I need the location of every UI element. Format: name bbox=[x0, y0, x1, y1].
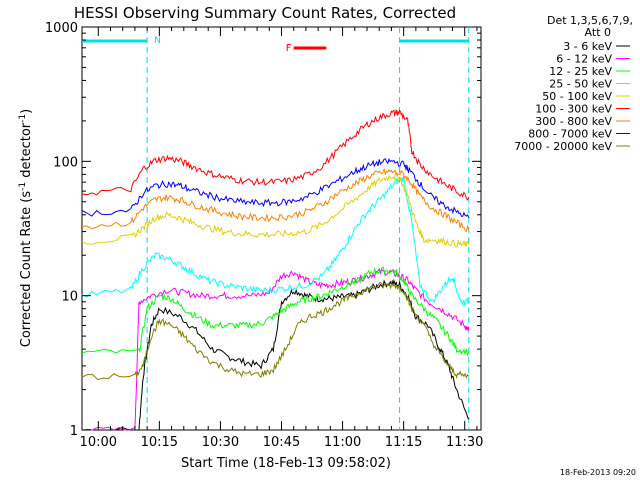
x-tick-label: 10:45 bbox=[263, 435, 300, 450]
legend-entry-label: 7000 - 20000 keV bbox=[514, 140, 612, 153]
flare-label: F bbox=[286, 43, 292, 54]
axes-layer: 10:00 10:15 10:30 10:45 11:00 11:15 11:30 1 10 10… bbox=[45, 21, 484, 450]
y-axis-label-sup1: -1 bbox=[18, 182, 28, 191]
y-axis-label-sup2: -1 bbox=[18, 114, 28, 123]
series-line bbox=[81, 172, 470, 248]
night-label: N bbox=[154, 36, 161, 46]
footer-date: 18-Feb-2013 09:20 bbox=[560, 468, 636, 477]
x-tick-label: 10:30 bbox=[202, 435, 239, 450]
y-axis-label-main: Corrected Count Rate (s bbox=[19, 191, 34, 348]
series-line bbox=[81, 266, 470, 357]
legend-entry-label: 300 - 800 keV bbox=[535, 115, 612, 128]
chart-title: HESSI Observing Summary Count Rates, Cor… bbox=[74, 4, 456, 22]
x-tick-label: 10:00 bbox=[80, 435, 117, 450]
series-line bbox=[81, 176, 470, 306]
series-layer bbox=[81, 109, 470, 431]
series-line bbox=[81, 157, 470, 218]
legend-header-line2: Att 0 bbox=[585, 26, 611, 39]
x-tick-label: 11:00 bbox=[324, 435, 361, 450]
y-axis-label: Corrected Count Rate (s-1 detector-1) bbox=[18, 109, 34, 347]
legend-entry-label: 12 - 25 keV bbox=[549, 65, 612, 78]
x-tick-label: 11:15 bbox=[385, 435, 422, 450]
legend-entry-label: 800 - 7000 keV bbox=[528, 128, 612, 141]
y-tick-label: 100 bbox=[53, 155, 78, 170]
y-tick-label: 1 bbox=[70, 424, 78, 439]
legend-header-line1: Det 1,3,5,6,7,9, bbox=[547, 14, 633, 27]
x-tick-label: 10:15 bbox=[141, 435, 178, 450]
y-tick-label: 10 bbox=[61, 290, 78, 305]
legend-entry-label: 100 - 300 keV bbox=[535, 103, 612, 116]
series-line bbox=[81, 167, 470, 233]
y-axis-label-mid: detector bbox=[19, 122, 34, 182]
legend-entry-label: 3 - 6 keV bbox=[563, 40, 612, 53]
legend-entry-label: 25 - 50 keV bbox=[549, 78, 612, 91]
y-axis-label-end: ) bbox=[19, 109, 34, 114]
series-line bbox=[81, 281, 470, 381]
x-tick-label: 11:30 bbox=[446, 435, 483, 450]
series-line bbox=[81, 109, 470, 201]
series-line bbox=[82, 267, 470, 431]
legend-entry-label: 50 - 100 keV bbox=[542, 90, 612, 103]
x-axis-label: Start Time (18-Feb-13 09:58:02) bbox=[181, 456, 391, 471]
y-tick-label: 1000 bbox=[45, 21, 78, 36]
legend-entry-label: 6 - 12 keV bbox=[556, 53, 612, 66]
